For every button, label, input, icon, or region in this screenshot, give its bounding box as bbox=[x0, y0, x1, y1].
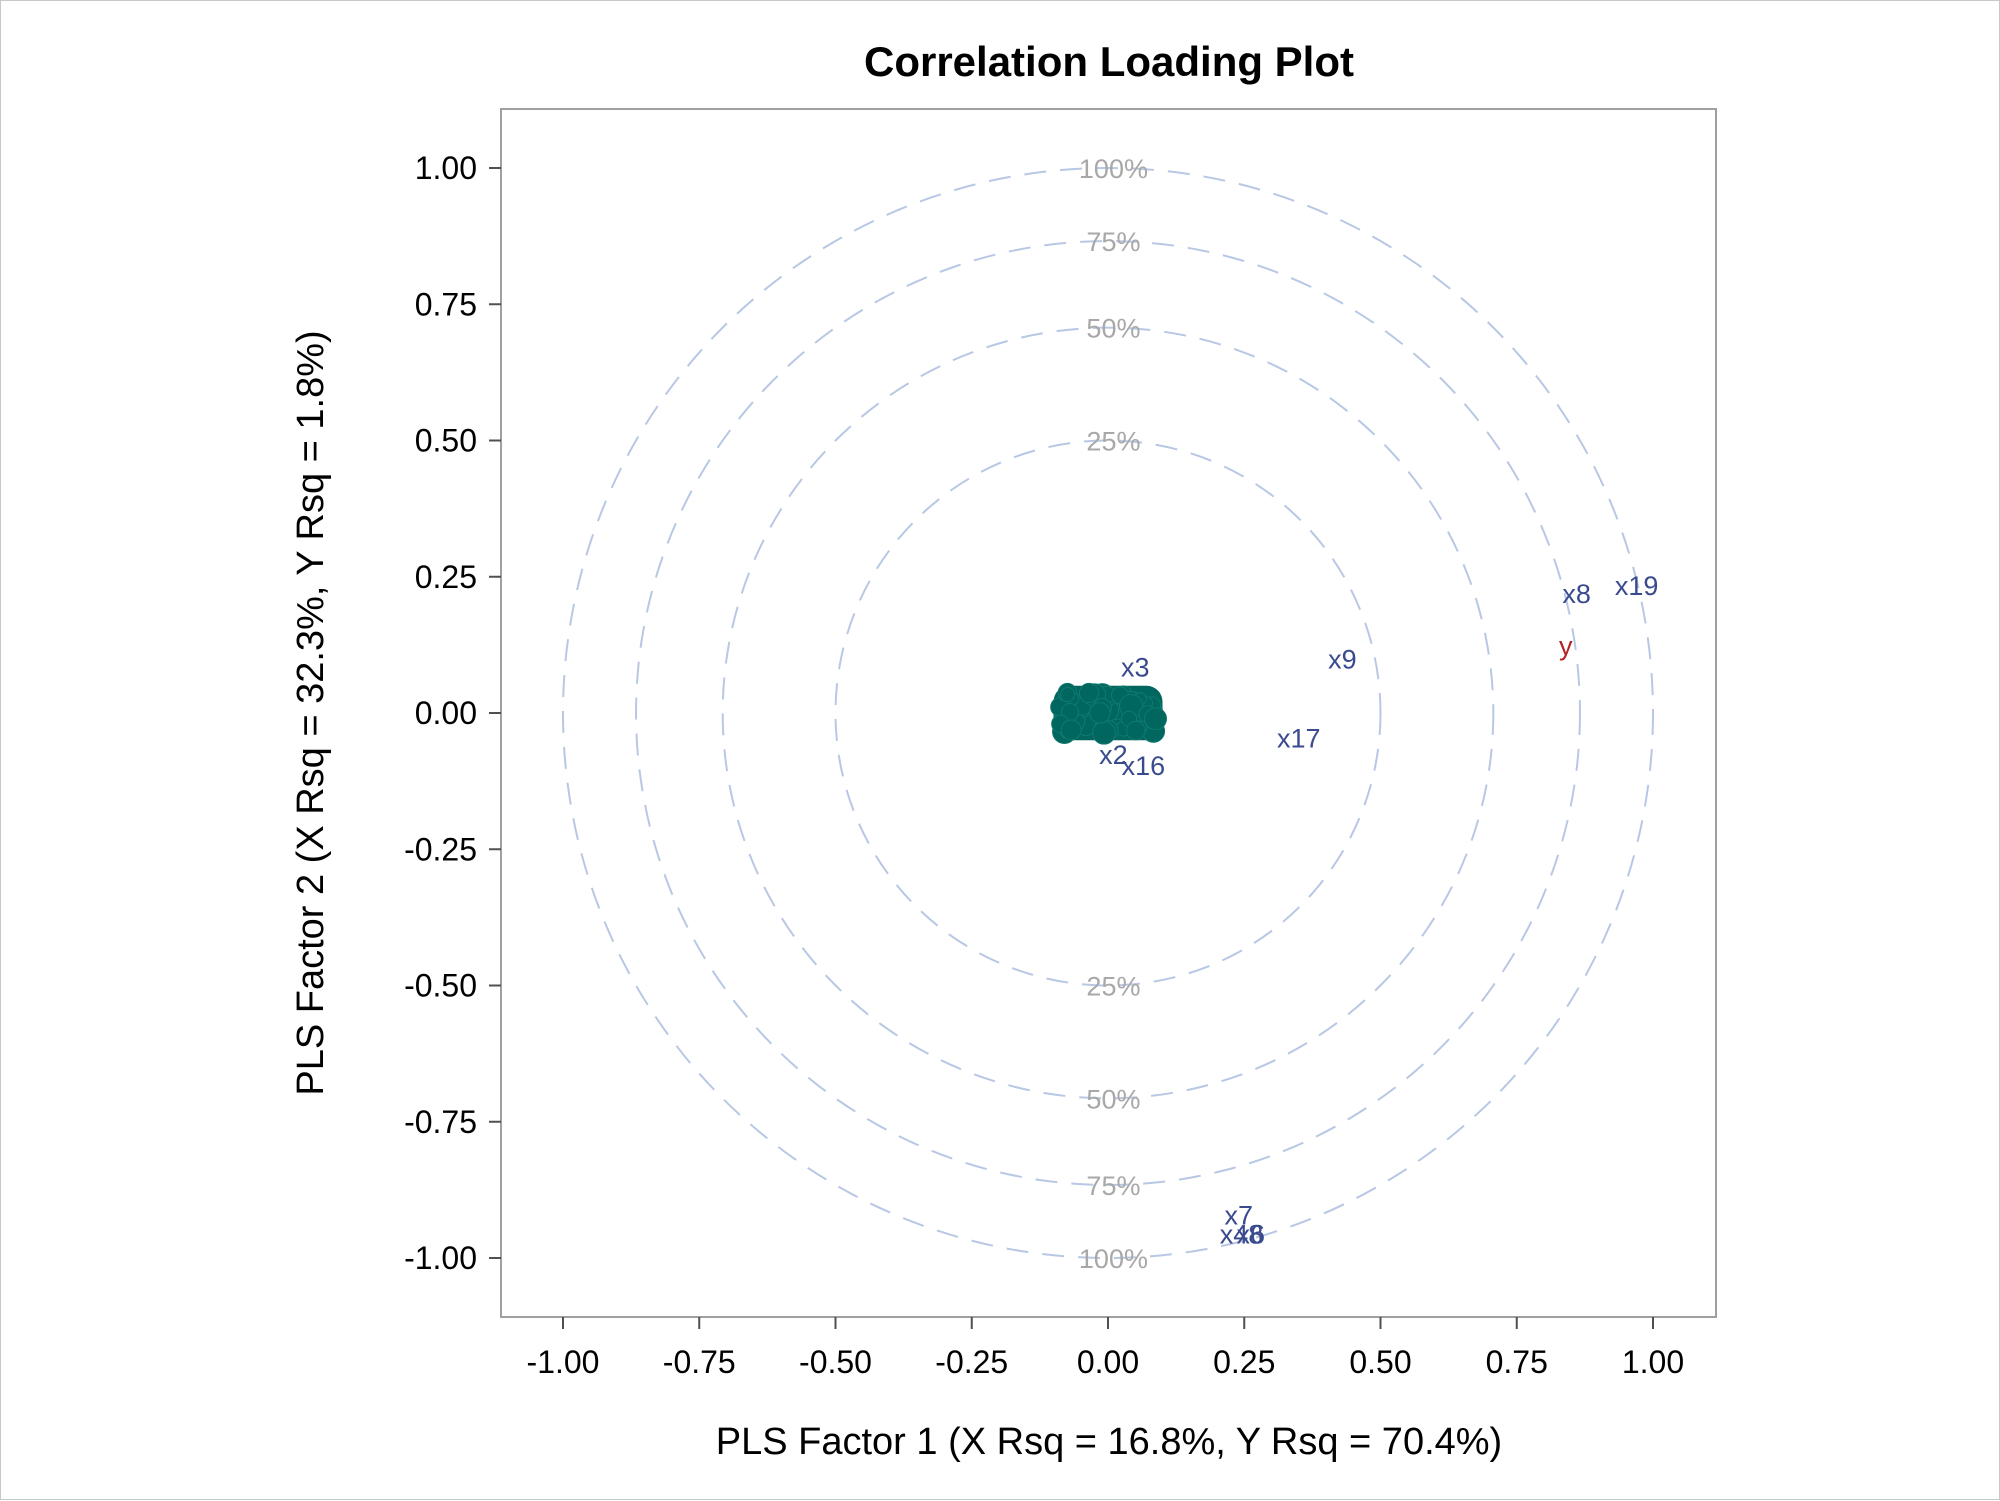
circle-label-top: 75% bbox=[1086, 227, 1140, 257]
circle-label-bottom: 100% bbox=[1079, 1244, 1148, 1274]
x-tick-label: -0.75 bbox=[663, 1344, 736, 1380]
circle-label-top: 25% bbox=[1086, 427, 1140, 457]
loading-label-x19: x19 bbox=[1615, 571, 1659, 601]
y-tick-label: 0.00 bbox=[415, 695, 477, 731]
loading-label-x3: x3 bbox=[1121, 653, 1150, 683]
x-tick-label: -0.25 bbox=[935, 1344, 1008, 1380]
loading-label-x8: x8 bbox=[1562, 579, 1591, 609]
loading-label-x2: x2 bbox=[1099, 740, 1128, 770]
chart-title: Correlation Loading Plot bbox=[864, 38, 1354, 85]
circle-25pct bbox=[834, 439, 1382, 987]
circle-50pct bbox=[721, 326, 1495, 1100]
loading-label-x17: x17 bbox=[1277, 724, 1321, 754]
circle-75pct bbox=[635, 240, 1581, 1186]
y-tick-label: 0.25 bbox=[415, 559, 477, 595]
y-axis-label: PLS Factor 2 (X Rsq = 32.3%, Y Rsq = 1.8… bbox=[290, 330, 332, 1095]
x-axis-label: PLS Factor 1 (X Rsq = 16.8%, Y Rsq = 70.… bbox=[716, 1421, 1502, 1463]
cluster-mark bbox=[1060, 719, 1082, 741]
y-tick-label: 1.00 bbox=[415, 150, 477, 186]
loading-label-y: y bbox=[1559, 631, 1573, 661]
loading-cluster bbox=[1050, 682, 1168, 745]
circle-label-bottom: 25% bbox=[1086, 972, 1140, 1002]
x-axis: -1.00 -0.75 -0.50 -0.25 0.00 0.25 0.50 0.75 1.00 bbox=[527, 1317, 1684, 1380]
x-tick-label: 0.00 bbox=[1077, 1344, 1139, 1380]
y-tick-label: -0.75 bbox=[404, 1104, 477, 1140]
y-tick-label: -0.50 bbox=[404, 968, 477, 1004]
x-tick-label: 0.75 bbox=[1486, 1344, 1548, 1380]
cluster-mark bbox=[1059, 687, 1076, 703]
circle-100pct bbox=[562, 167, 1654, 1259]
loading-label-x48: x48 bbox=[1220, 1219, 1264, 1249]
circle-label-bottom: 75% bbox=[1086, 1171, 1140, 1201]
y-tick-label: 0.75 bbox=[415, 286, 477, 322]
loading-label-x16: x16 bbox=[1122, 751, 1166, 781]
y-tick-label: -1.00 bbox=[404, 1240, 477, 1276]
y-axis: 1.00 0.75 0.50 0.25 0.00 -0.25 -0.50 -0.75 -1.00 bbox=[404, 150, 501, 1276]
x-tick-label: 0.25 bbox=[1213, 1344, 1275, 1380]
y-tick-label: 0.50 bbox=[415, 423, 477, 459]
loading-label-x9: x9 bbox=[1328, 645, 1357, 675]
loading-label-x6: x6 bbox=[1237, 1219, 1266, 1249]
cluster-mark bbox=[1089, 702, 1111, 724]
x-tick-label: 1.00 bbox=[1622, 1344, 1684, 1380]
circle-label-top: 50% bbox=[1086, 314, 1140, 344]
x-tick-label: -1.00 bbox=[527, 1344, 600, 1380]
cluster-mark bbox=[1078, 682, 1100, 704]
x-tick-label: 0.50 bbox=[1349, 1344, 1411, 1380]
cluster-mark bbox=[1144, 707, 1168, 731]
loading-label-x7: x7 bbox=[1225, 1200, 1254, 1230]
circle-label-bottom: 50% bbox=[1086, 1084, 1140, 1114]
x-tick-label: -0.50 bbox=[799, 1344, 872, 1380]
circle-label-top: 100% bbox=[1079, 154, 1148, 184]
correlation-circles: 100% 100% 75% 75% 50% 50% 25% 25% bbox=[562, 154, 1654, 1274]
cluster-mark bbox=[1126, 720, 1146, 741]
y-tick-label: -0.25 bbox=[404, 831, 477, 867]
